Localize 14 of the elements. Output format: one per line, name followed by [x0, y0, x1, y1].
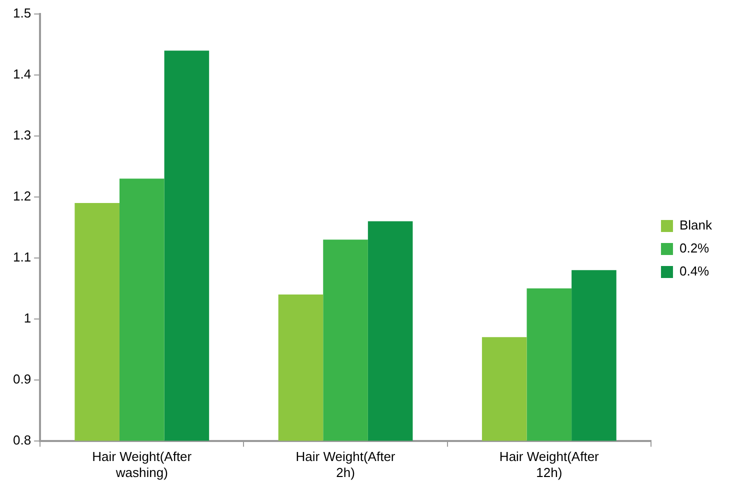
- y-tick-label: 1.2: [12, 188, 32, 204]
- y-tick-label: 1: [24, 310, 32, 326]
- x-tick-label: Hair Weight(After 2h): [296, 449, 396, 480]
- x-tick-label: Hair Weight(After 12h): [499, 449, 600, 480]
- x-tick-label: Hair Weight(After washing): [92, 449, 192, 480]
- y-tick-label: 1.3: [12, 128, 32, 143]
- y-tick-label: 0.8: [12, 432, 32, 448]
- y-tick-label: 1.4: [12, 66, 32, 82]
- legend-label: 0.2%: [679, 240, 710, 256]
- y-tick-label: 1.1: [12, 249, 32, 264]
- legend-label: 0.4%: [679, 264, 710, 279]
- y-tick-label: 1.5: [12, 6, 32, 21]
- legend-label: Blank: [679, 218, 712, 233]
- y-tick-label: 0.9: [12, 371, 32, 386]
